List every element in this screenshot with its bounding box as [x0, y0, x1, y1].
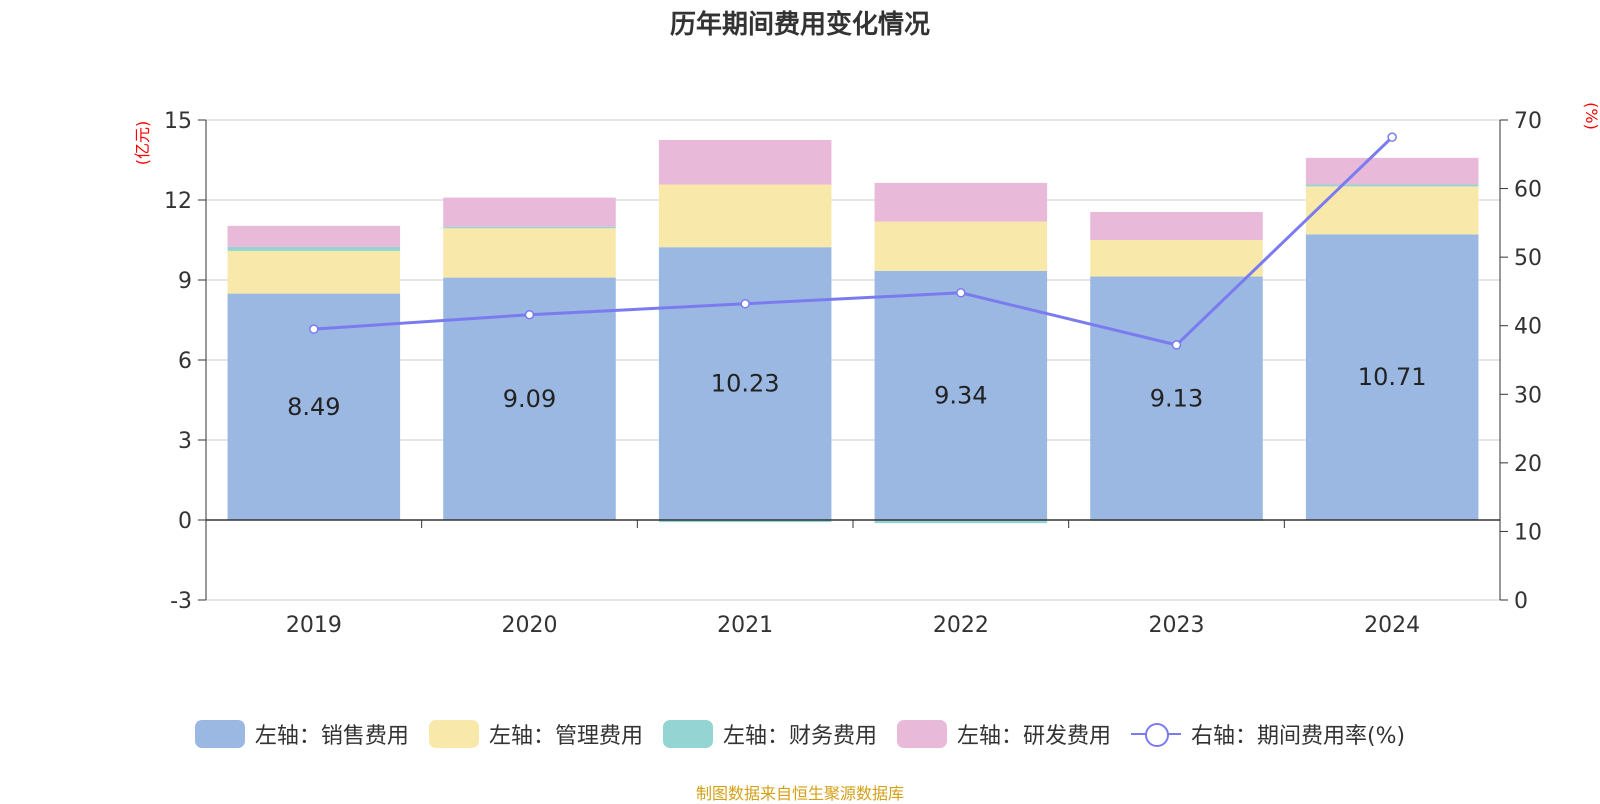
legend-item[interactable]: 左轴：管理费用 — [428, 718, 643, 750]
chart-title: 历年期间费用变化情况 — [669, 10, 930, 40]
legend-label: 左轴：管理费用 — [488, 724, 643, 749]
left-tick-label: 3 — [178, 429, 192, 454]
legend-swatch — [1130, 720, 1181, 748]
data-label: 8.49 — [287, 393, 340, 421]
bar-segment — [443, 228, 616, 278]
legend-label: 左轴：财务费用 — [722, 724, 877, 749]
rate-point — [524, 309, 535, 320]
left-tick-label: 9 — [178, 269, 192, 294]
right-tick-label: 30 — [1514, 383, 1542, 408]
bar-segment — [227, 246, 401, 251]
bar-segment — [874, 520, 1048, 524]
rate-line-path — [313, 136, 1394, 347]
bar-segment — [227, 250, 401, 294]
data-label: 9.09 — [503, 385, 556, 413]
legend-item[interactable]: 左轴：财务费用 — [662, 718, 877, 750]
source-note: 制图数据来自恒生聚源数据库 — [695, 784, 904, 803]
data-label: 9.34 — [934, 381, 987, 409]
bar-segment — [874, 270, 1048, 520]
data-label: 9.13 — [1150, 384, 1203, 412]
legend-label: 左轴：研发费用 — [956, 724, 1111, 749]
bar-segment — [227, 225, 401, 247]
left-tick-label: 15 — [164, 109, 192, 134]
x-tick-label: 2020 — [502, 613, 558, 638]
legend-item[interactable]: 左轴：研发费用 — [896, 718, 1111, 750]
left-axis-unit: (亿元) — [133, 121, 152, 166]
x-tick-label: 2019 — [286, 613, 342, 638]
bar-segment — [874, 221, 1048, 271]
rate-point — [740, 299, 750, 309]
bar-segment — [1305, 234, 1479, 520]
bar-segment — [443, 226, 616, 229]
rate-point — [1387, 132, 1397, 142]
legend-swatch — [194, 720, 245, 748]
data-label: 10.71 — [1358, 363, 1427, 391]
data-label: 10.23 — [711, 370, 780, 398]
bar-segment — [658, 140, 832, 185]
left-tick-label: 6 — [178, 349, 192, 374]
legend-swatch — [896, 720, 947, 748]
right-tick-label: 70 — [1514, 109, 1542, 134]
right-tick-label: 60 — [1514, 178, 1542, 203]
bar-segment — [1090, 240, 1263, 277]
data-labels: 8.49 9.09 10.23 9.34 9.13 10.71 — [287, 363, 1426, 421]
gridlines — [206, 119, 1500, 601]
bar-segment — [1090, 212, 1263, 240]
rate-point — [1171, 340, 1182, 350]
right-tick-label: 40 — [1514, 315, 1542, 340]
x-tick-label: 2021 — [717, 613, 773, 638]
legend-swatch — [662, 720, 713, 748]
bar-segment — [658, 247, 832, 520]
legend-swatch — [428, 720, 479, 748]
bar-segment — [1090, 276, 1263, 520]
bar-segment — [658, 184, 832, 248]
bar-segment — [658, 520, 832, 523]
rate-point — [956, 288, 966, 298]
right-tick-label: 10 — [1514, 520, 1542, 545]
left-tick-label: 0 — [178, 509, 192, 534]
x-tick-label: 2024 — [1364, 613, 1420, 638]
legend: 左轴：销售费用 左轴：管理费用 左轴：财务费用 左轴：研发费用 右轴：期间费用率(%) — [0, 718, 1600, 750]
right-axis-unit: (%) — [1582, 102, 1600, 130]
bar-segment — [874, 182, 1048, 222]
right-tick-label: 0 — [1514, 589, 1528, 614]
legend-item[interactable]: 右轴：期间费用率(%) — [1130, 718, 1406, 750]
legend-label: 左轴：销售费用 — [254, 724, 409, 749]
bar-segment — [1305, 157, 1479, 185]
left-tick-label: -3 — [170, 589, 192, 614]
bar-segment — [1305, 184, 1479, 187]
right-tick-label: 50 — [1514, 246, 1542, 271]
bars — [227, 140, 1479, 524]
legend-item[interactable]: 左轴：销售费用 — [194, 718, 409, 750]
x-tick-label: 2022 — [933, 613, 989, 638]
legend-label: 右轴：期间费用率(%) — [1190, 724, 1406, 749]
left-tick-label: 12 — [164, 189, 192, 214]
x-tick-label: 2023 — [1149, 613, 1205, 638]
rate-point — [309, 324, 319, 334]
bar-segment — [443, 197, 616, 227]
rate-line — [309, 132, 1397, 350]
chart-canvas: -3 0 3 6 9 12 15 0 10 20 30 40 50 60 70 2019 2020 2021 202… — [133, 102, 1600, 638]
right-tick-label: 20 — [1514, 452, 1542, 477]
axes: -3 0 3 6 9 12 15 0 10 20 30 40 50 60 70 2019 2020 2021 202… — [164, 109, 1542, 638]
